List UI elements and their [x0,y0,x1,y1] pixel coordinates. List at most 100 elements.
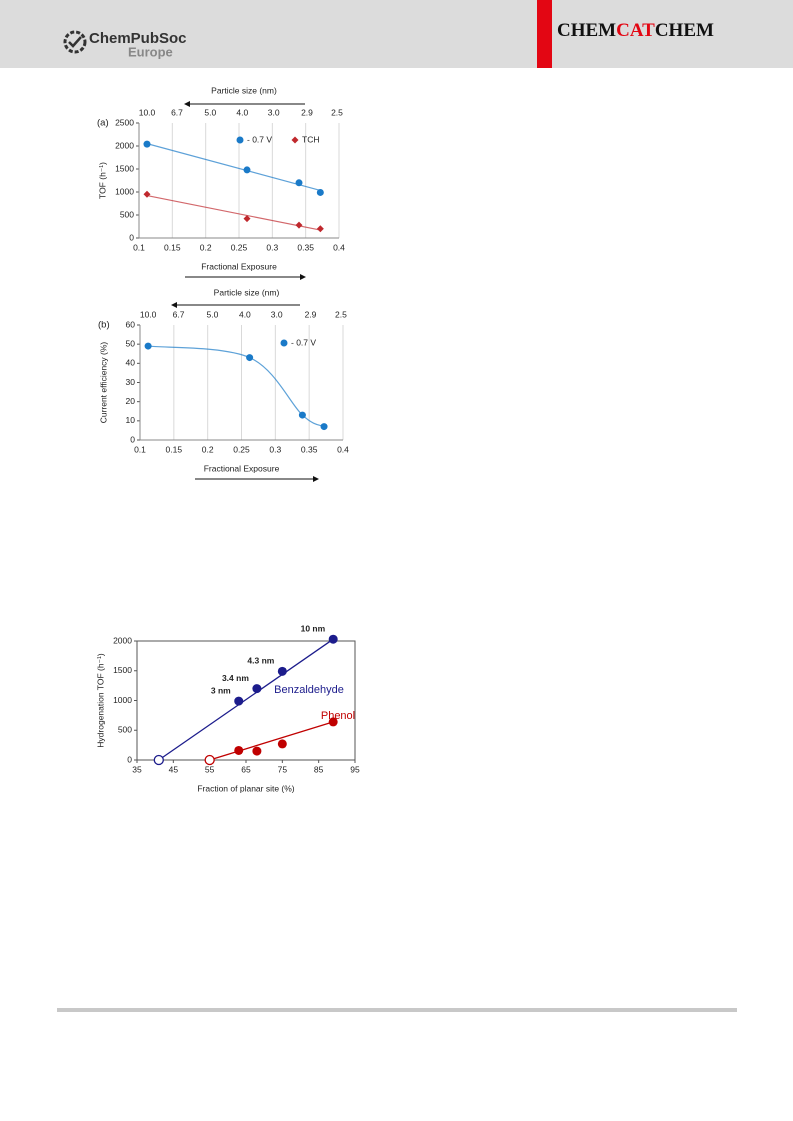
top-tick-label: 5.0 [204,107,216,117]
journal-prefix: CHEM [557,20,616,41]
x-tick-label: 45 [169,764,179,774]
y-tick-label: 1500 [113,665,132,675]
top-tick-label: 5.0 [206,309,218,319]
marker [246,354,254,362]
legend-marker [291,136,299,144]
trendline [146,194,321,231]
y-tick-label: 1000 [113,695,132,705]
marker [243,166,251,174]
top-tick-label: 2.5 [331,107,343,117]
legend-marker [236,136,244,144]
legend-label: - 0.7 V [247,134,272,144]
publisher-region: Europe [128,44,173,59]
publisher: ChemPubSoc [89,30,187,47]
y-tick-label: 500 [120,209,134,219]
marker [328,717,338,727]
y-tick-label: 40 [126,358,136,368]
marker [320,423,328,431]
point-label: 10 nm [301,623,326,633]
trendline [209,721,334,761]
legend-entry: - 0.7 V [236,134,272,144]
point-label: 3.4 nm [222,673,249,683]
y-tick-label: 60 [126,319,136,329]
legend-label: TCH [302,134,319,144]
top-tick-label: 4.0 [236,107,248,117]
marker [295,179,303,187]
x-tick-label: 0.2 [200,242,212,252]
x-tick-label: 75 [278,764,288,774]
top-tick-label: 2.9 [301,107,313,117]
marker [143,140,151,148]
series-label: Benzaldehyde [274,684,344,696]
top-tick-label: 6.7 [171,107,183,117]
y-tick-label: 0 [129,232,134,242]
logo-icon [63,30,87,54]
x-tick-label: 0.4 [337,444,349,454]
marker [234,745,244,755]
point-label: 4.3 nm [247,656,274,666]
logo: ChemPubSoc Europe [63,30,187,59]
logo-check [68,36,82,48]
legend-marker [280,339,288,347]
y-tick-label: 0 [127,754,132,764]
y-tick-label: 2000 [113,635,132,645]
y-tick-label: 50 [126,338,136,348]
top-tick-label: 2.9 [305,309,317,319]
top-tick-label: 10.0 [140,309,157,319]
y-tick-label: 1500 [115,163,134,173]
x-tick-label: 0.4 [333,242,345,252]
top-tick-label: 10.0 [139,107,156,117]
x-tick-label: 85 [314,764,324,774]
y-tick-label: 1000 [115,186,134,196]
x-tick-label: 35 [132,764,142,774]
top-tick-label: 6.7 [173,309,185,319]
header-band [0,0,793,68]
marker [316,188,324,196]
top-tick-label: 4.0 [239,309,251,319]
legend-entry: TCH [291,134,319,144]
y-tick-label: 30 [126,377,136,387]
marker [243,215,251,223]
journal-bar [537,0,552,68]
trendline [148,345,325,428]
marker [277,739,287,749]
top-tick-label: 2.5 [335,309,347,319]
y-tick-label: 2000 [115,140,134,150]
marker [295,221,303,229]
legend-label: - 0.7 V [291,337,316,347]
x-tick-label: 0.1 [133,242,145,252]
x-tick-label: 95 [350,764,360,774]
x-axis-label: Fractional Exposure [204,463,280,473]
x-axis-label: Fractional Exposure [201,261,277,271]
y-tick-label: 10 [126,415,136,425]
y-axis-label: TOF (h⁻¹) [97,162,107,199]
y-axis-label: Hydrogenation TOF (h⁻¹) [95,653,105,748]
panel-label: (a) [97,118,109,129]
journal-suffix: CHEM [655,20,714,41]
marker [153,754,164,766]
marker [144,342,152,350]
x-tick-label: 65 [241,764,251,774]
panel-label: (b) [98,320,110,331]
marker [143,190,151,198]
marker [234,696,244,706]
series-label: Phenol [321,710,355,722]
top-axis-label: Particle size (nm) [214,287,280,297]
top-tick-label: 3.0 [271,309,283,319]
x-tick-label: 0.3 [266,242,278,252]
marker [298,411,306,419]
y-tick-label: 2500 [115,117,134,127]
x-tick-label: 0.15 [164,242,181,252]
journal-middle: CAT [616,20,655,41]
x-tick-label: 0.25 [233,444,250,454]
marker [252,684,262,694]
y-tick-label: 0 [130,434,135,444]
point-label: 3 nm [211,685,231,695]
x-tick-label: 0.25 [231,242,248,252]
x-tick-label: 0.35 [301,444,318,454]
y-axis-label: Current efficiency (%) [98,342,108,424]
top-axis-label: Particle size (nm) [211,85,277,95]
x-tick-label: 0.2 [202,444,214,454]
x-tick-label: 0.3 [269,444,281,454]
